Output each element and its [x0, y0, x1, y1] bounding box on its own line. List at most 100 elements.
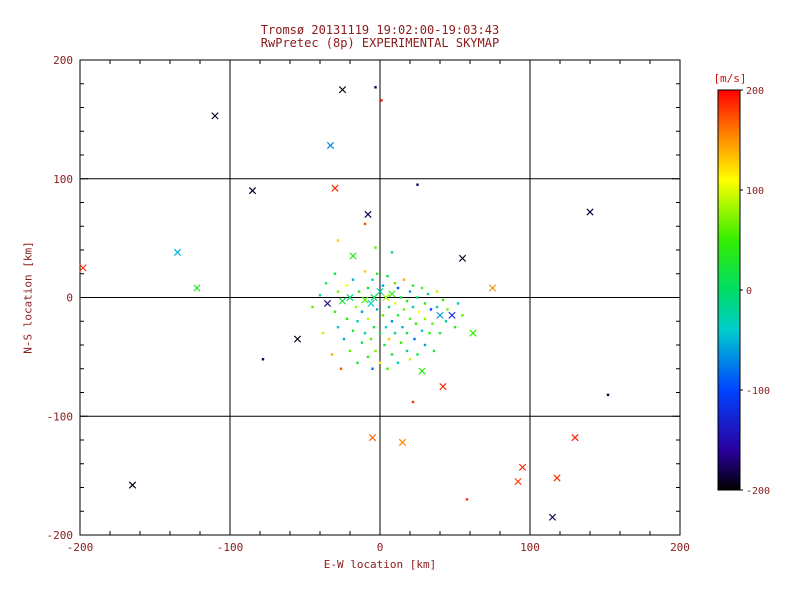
data-point-dot	[345, 317, 349, 321]
data-point-dot	[366, 355, 370, 359]
data-point-cross	[514, 477, 522, 486]
colorbar-tick-label: 100	[746, 186, 764, 197]
data-point-dot	[356, 320, 359, 323]
data-point-dot	[416, 296, 419, 299]
data-point-dot	[378, 361, 382, 365]
colorbar-tick-label: -200	[746, 486, 770, 497]
data-point-dot	[336, 325, 340, 329]
data-point-cross	[326, 141, 335, 150]
scatter-points	[79, 86, 610, 521]
data-point-dot	[393, 282, 397, 285]
data-point-cross	[128, 481, 137, 489]
data-point-dot	[354, 305, 358, 309]
data-point-dot	[348, 349, 352, 353]
colorbar-units-label: [m/s]	[713, 72, 747, 85]
data-point-cross	[211, 112, 219, 120]
data-point-dot	[261, 358, 265, 361]
data-point-cross	[458, 254, 467, 262]
data-point-cross	[439, 382, 447, 391]
data-point-cross	[370, 293, 378, 302]
x-tick-label: 0	[377, 541, 384, 554]
data-point-dot	[428, 331, 431, 335]
title-line-2: RwPretec (8p) EXPERIMENTAL SKYMAP	[260, 36, 500, 50]
data-point-dot	[461, 314, 464, 317]
data-point-dot	[393, 331, 397, 335]
data-point-dot	[330, 353, 334, 356]
data-point-dot	[405, 331, 409, 335]
data-point-dot	[413, 337, 416, 341]
data-point-cross	[364, 210, 372, 218]
data-point-dot	[416, 353, 419, 356]
data-point-cross	[349, 252, 357, 260]
y-tick-label: -200	[47, 529, 74, 542]
data-point-dot	[396, 286, 400, 290]
data-point-cross	[571, 434, 579, 442]
data-point-dot	[423, 317, 427, 321]
data-point-dot	[411, 284, 415, 287]
data-point-dot	[384, 325, 388, 329]
data-point-dot	[324, 282, 328, 285]
data-point-cross	[548, 513, 557, 521]
data-point-dot	[371, 278, 374, 281]
data-point-cross	[488, 284, 497, 292]
data-point-dot	[387, 305, 391, 309]
data-point-dot	[336, 239, 340, 242]
x-tick-label: -200	[67, 541, 94, 554]
data-point-dot	[321, 331, 325, 335]
data-point-dot	[356, 361, 359, 365]
data-point-dot	[378, 331, 382, 335]
data-point-cross	[553, 474, 561, 482]
data-point-dot	[371, 367, 374, 370]
data-point-dot	[393, 302, 397, 305]
data-point-dot	[405, 349, 409, 353]
data-point-cross	[436, 311, 444, 319]
data-point-dot	[357, 290, 361, 293]
data-point-dot	[375, 308, 379, 311]
data-point-dot	[411, 305, 415, 309]
title-block: Tromsø 20131119 19:02:00-19:03:43 RwPret…	[80, 24, 680, 50]
data-point-cross	[293, 335, 302, 343]
data-point-dot	[444, 320, 448, 323]
data-point-dot	[369, 337, 373, 341]
data-point-dot	[333, 272, 337, 275]
data-point-dot	[363, 331, 367, 335]
data-point-dot	[405, 299, 409, 303]
data-point-dot	[381, 314, 385, 317]
x-tick-label: 100	[520, 541, 540, 554]
y-tick-label: 0	[66, 292, 73, 305]
data-point-dot	[345, 284, 349, 287]
colorbar-tick-label: -100	[746, 386, 770, 397]
colorbar-tick-label: 200	[746, 86, 764, 97]
data-point-dot	[381, 284, 385, 287]
data-point-cross	[331, 184, 339, 192]
data-point-dot	[360, 341, 364, 344]
data-point-dot	[399, 341, 403, 344]
data-point-cross	[518, 463, 527, 471]
data-point-dot	[366, 286, 370, 290]
data-point-dot	[432, 349, 436, 353]
data-point-dot	[390, 353, 394, 356]
data-point-cross	[398, 438, 407, 446]
data-point-dot	[396, 361, 400, 365]
x-tick-label: 200	[670, 541, 690, 554]
x-tick-label: -100	[217, 541, 244, 554]
data-point-cross	[368, 434, 377, 442]
data-point-dot	[420, 286, 424, 290]
data-point-dot	[374, 349, 377, 353]
data-point-cross	[323, 299, 332, 308]
data-point-dot	[401, 325, 404, 329]
data-point-cross	[361, 296, 369, 304]
data-point-dot	[372, 325, 376, 329]
colorbar-tick-label: 0	[746, 286, 752, 297]
data-point-cross	[173, 248, 182, 256]
data-point-dot	[402, 278, 406, 281]
data-point-dot	[423, 343, 427, 347]
data-point-dot	[446, 308, 449, 311]
data-point-dot	[408, 317, 412, 321]
data-point-dot	[420, 329, 424, 332]
data-point-dot	[456, 302, 460, 305]
data-point-dot	[387, 337, 391, 341]
data-point-dot	[390, 320, 394, 323]
data-point-dot	[311, 305, 314, 309]
